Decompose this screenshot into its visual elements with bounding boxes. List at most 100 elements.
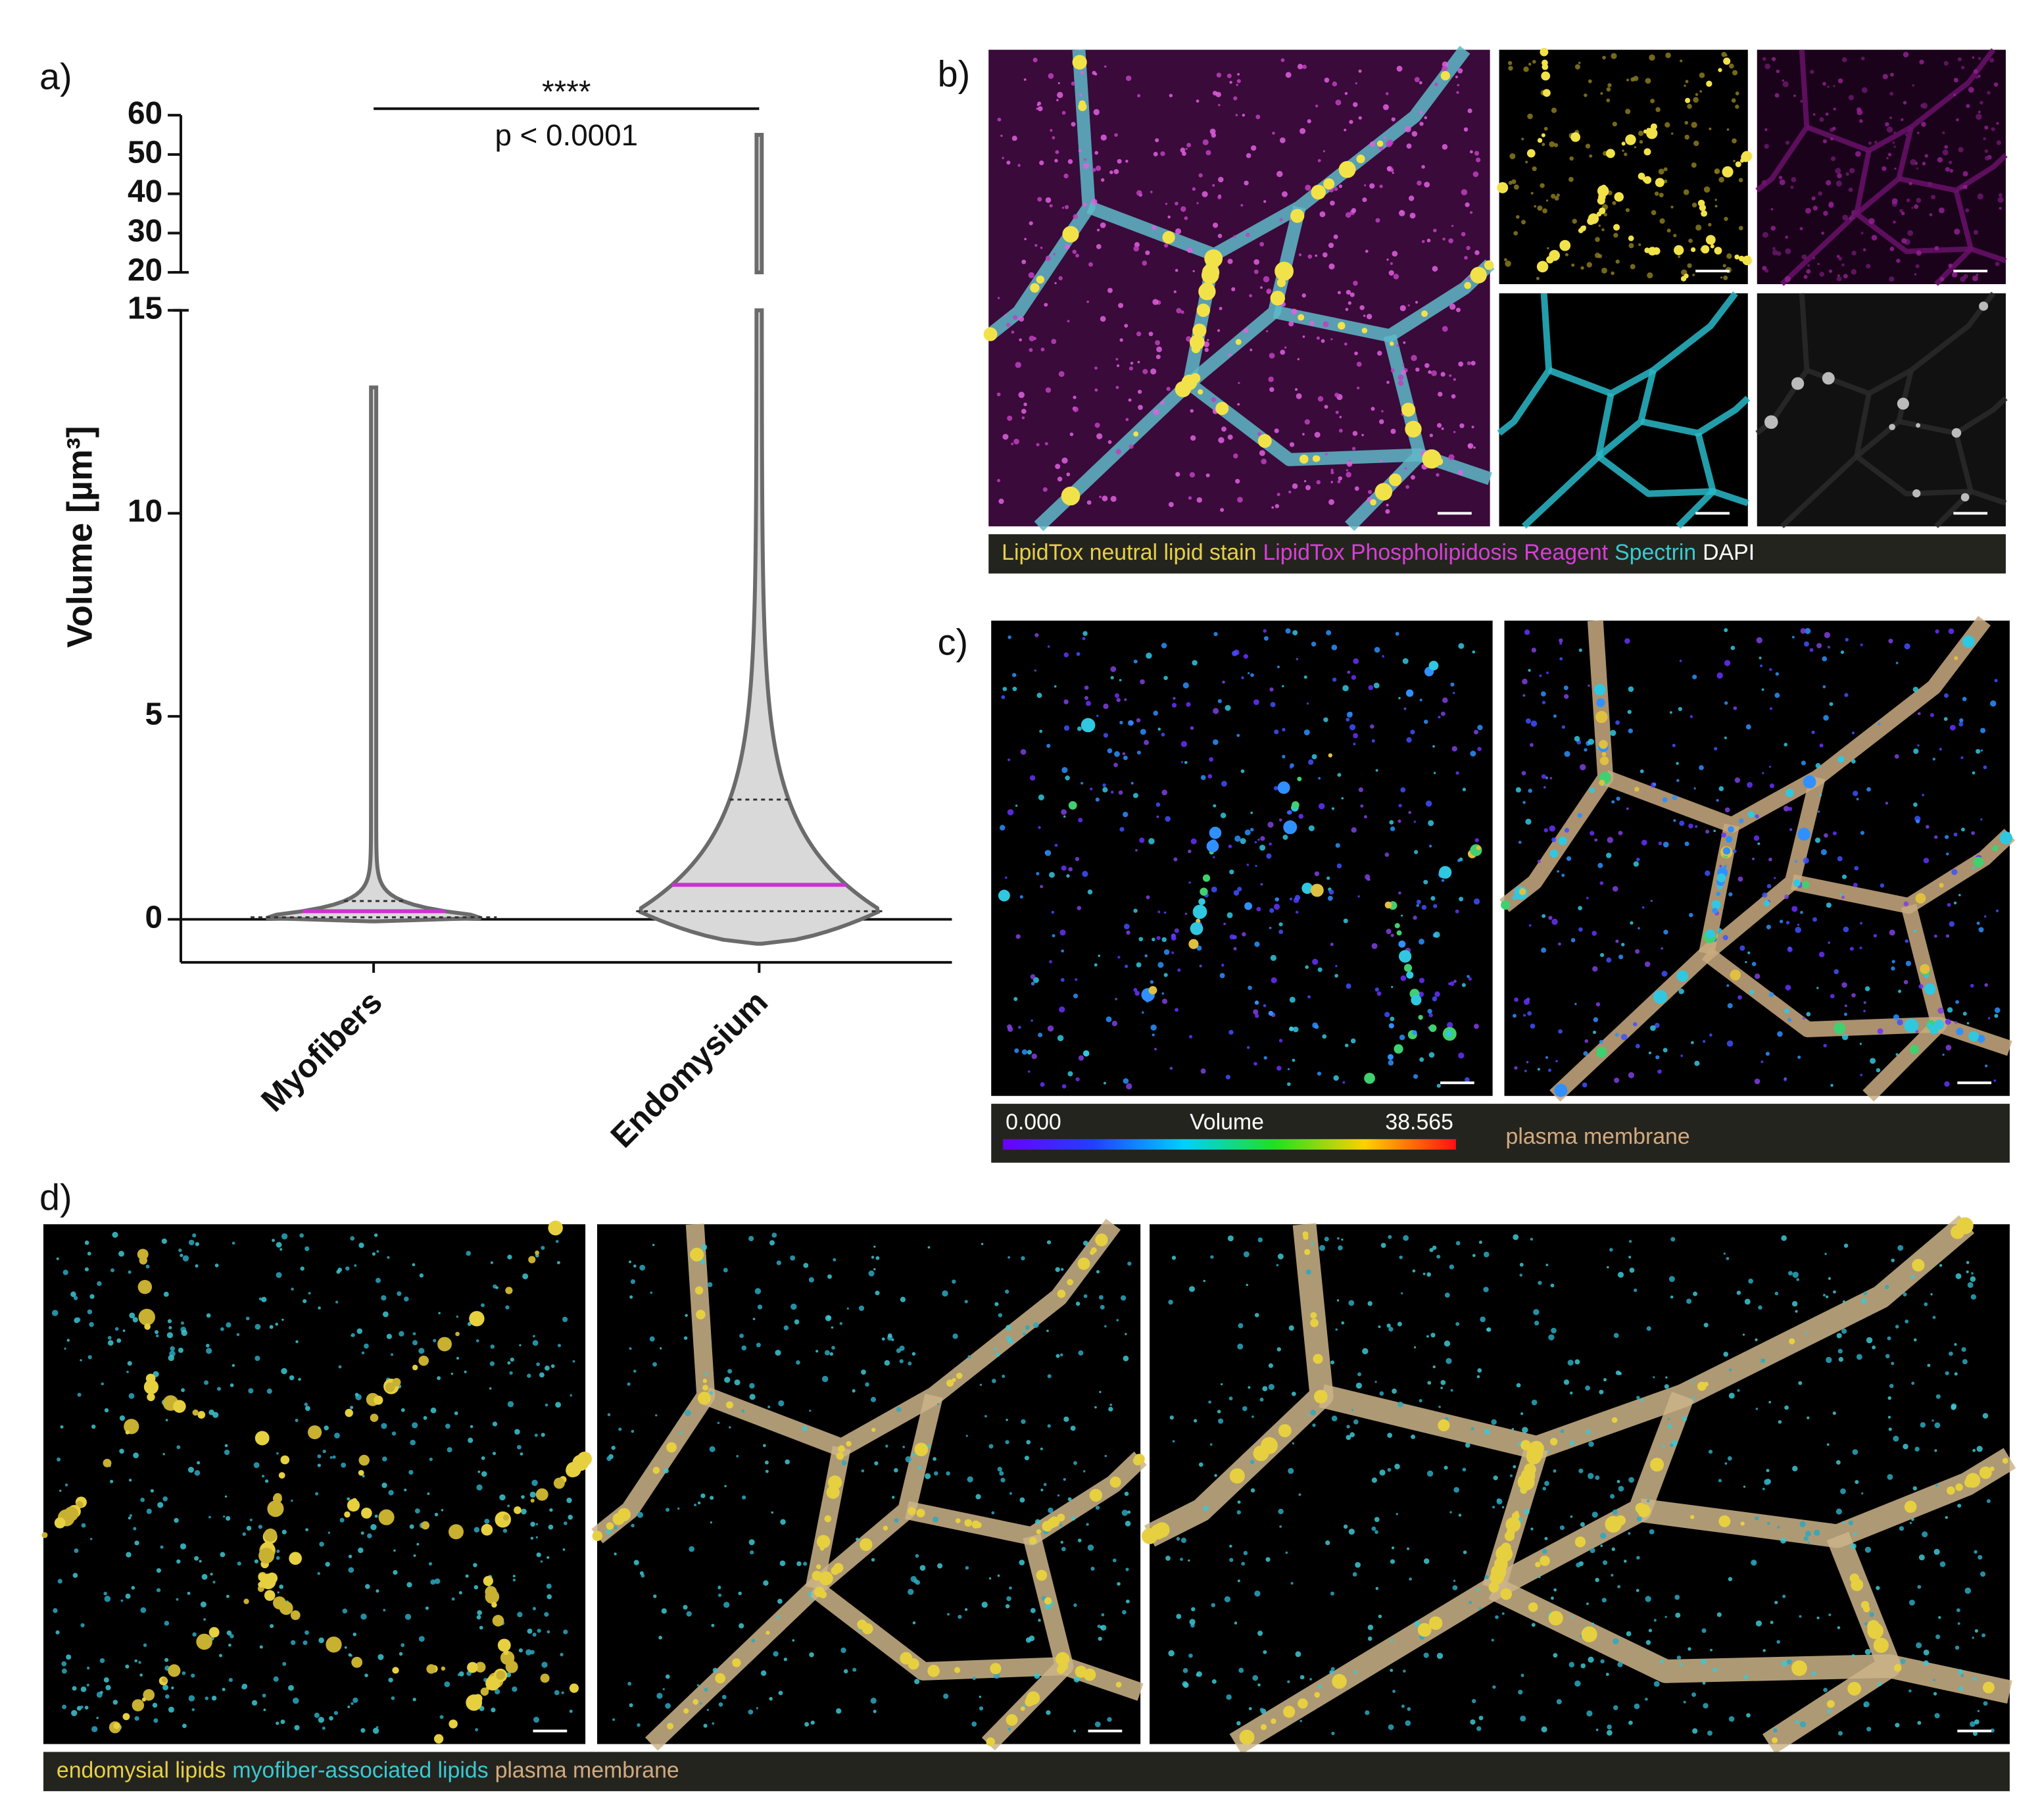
lipid-droplet [1001,695,1006,699]
lipid-droplet [1140,729,1146,735]
lipid-droplet [1168,1300,1173,1305]
lipid-droplet [1301,883,1313,894]
lipid-droplet [994,1302,999,1306]
lipid-droplet [991,1379,996,1383]
lipid-droplet [1411,995,1422,1006]
lipid-droplet [1927,1022,1932,1027]
lipid-droplet [1770,1621,1774,1625]
lipid-droplet [1544,1537,1548,1540]
lipid-droplet [1205,473,1210,478]
lipid-droplet [1967,1282,1974,1289]
lipid-droplet [1657,1069,1662,1074]
lipid-droplet [1436,423,1442,428]
lipid-droplet [1044,1604,1051,1610]
lipid-droplet [1449,981,1455,986]
lipid-droplet [1188,1653,1193,1658]
lipid-droplet [633,1264,637,1268]
lipid-droplet [1589,787,1595,793]
lipid-droplet [827,1274,832,1279]
lipid-droplet [778,1400,785,1407]
lipid-droplet [376,1250,379,1253]
lipid-droplet [1599,1039,1603,1044]
lipid-droplet [1518,841,1522,844]
lipid-droplet [1137,360,1140,364]
lipid-droplet [721,1694,727,1700]
y-tick-label: 30 [128,214,162,249]
lipid-droplet [1196,945,1202,951]
lipid-droplet [809,1652,814,1658]
lipid-droplet [197,1461,201,1465]
lipid-droplet [1266,853,1272,859]
lipid-droplet [1390,826,1396,831]
lipid-droplet [1449,1264,1455,1269]
lipid-droplet [1196,99,1200,103]
lipid-droplet [1645,1596,1651,1602]
lipid-droplet [607,1413,611,1417]
lipid-droplet [1563,1379,1570,1385]
lipid-droplet [1672,743,1676,747]
lipid-droplet [1901,237,1907,244]
lipid-droplet [1674,245,1684,256]
lipid-droplet [1779,920,1784,923]
lipid-droplet [1928,182,1933,187]
lipid-droplet [1946,852,1949,856]
lipid-droplet [1182,1667,1188,1673]
lipid-droplet [303,1640,308,1646]
lipid-droplet [1071,122,1076,127]
lipid-droplet [546,1630,550,1634]
lipid-droplet [1355,1382,1363,1389]
lipid-droplet [1288,490,1292,494]
lipid-droplet [1114,693,1120,699]
lipid-droplet [1196,1671,1202,1677]
lipid-droplet [1386,1323,1391,1328]
lipid-droplet [1755,1516,1759,1521]
lipid-droplet [857,1619,867,1630]
lipid-droplet [1330,1667,1335,1671]
y-axis-title: Volume [µm³] [61,426,100,647]
lipid-droplet [1853,1532,1857,1537]
lipid-droplet [1522,1427,1528,1433]
lipid-droplet [1019,895,1023,899]
lipid-droplet [112,1231,118,1238]
lipid-droplet [1299,128,1306,134]
lipid-droplet [1606,957,1612,963]
lipid-droplet [1095,165,1102,171]
lipid-droplet [1371,1526,1376,1531]
lipid-droplet [1774,1291,1779,1296]
lipid-droplet [996,479,1001,483]
lipid-droplet [1805,1331,1808,1335]
lipid-droplet [1385,509,1390,514]
lipid-droplet [1962,635,1975,648]
lipid-droplet [1826,1443,1830,1446]
lipid-droplet [1543,126,1548,131]
lipid-droplet [1735,105,1739,109]
lipid-droplet [1888,1427,1892,1431]
lipid-droplet [1766,1469,1770,1473]
lipid-droplet [1699,765,1704,770]
lipid-droplet [1580,764,1586,771]
lipid-droplet [741,1409,745,1413]
lipid-droplet [107,1335,112,1340]
lipid-droplet [1542,89,1551,97]
lipid-droplet [1948,160,1953,164]
lipid-droplet [1624,638,1630,644]
lipid-droplet [1797,827,1810,841]
lipid-droplet [1188,939,1199,949]
lipid-droplet [1030,283,1040,293]
lipid-droplet [1702,1681,1706,1685]
lipid-droplet [1307,1414,1309,1417]
lipid-droplet [1031,1053,1037,1060]
lipid-droplet [1564,827,1570,833]
lipid-droplet [1346,1425,1350,1429]
lipid-droplet [1249,294,1253,298]
lipid-droplet [408,1469,414,1475]
lipid-droplet [998,1313,1003,1317]
lipid-droplet [1084,685,1089,690]
lipid-droplet [1866,1337,1873,1344]
lipid-droplet [1080,70,1084,75]
lipid-droplet [1491,1638,1494,1642]
lipid-droplet [1378,1614,1382,1619]
lipid-droplet [1588,1656,1594,1663]
lipid-droplet [748,1539,755,1546]
lipid-droplet [308,1292,311,1295]
